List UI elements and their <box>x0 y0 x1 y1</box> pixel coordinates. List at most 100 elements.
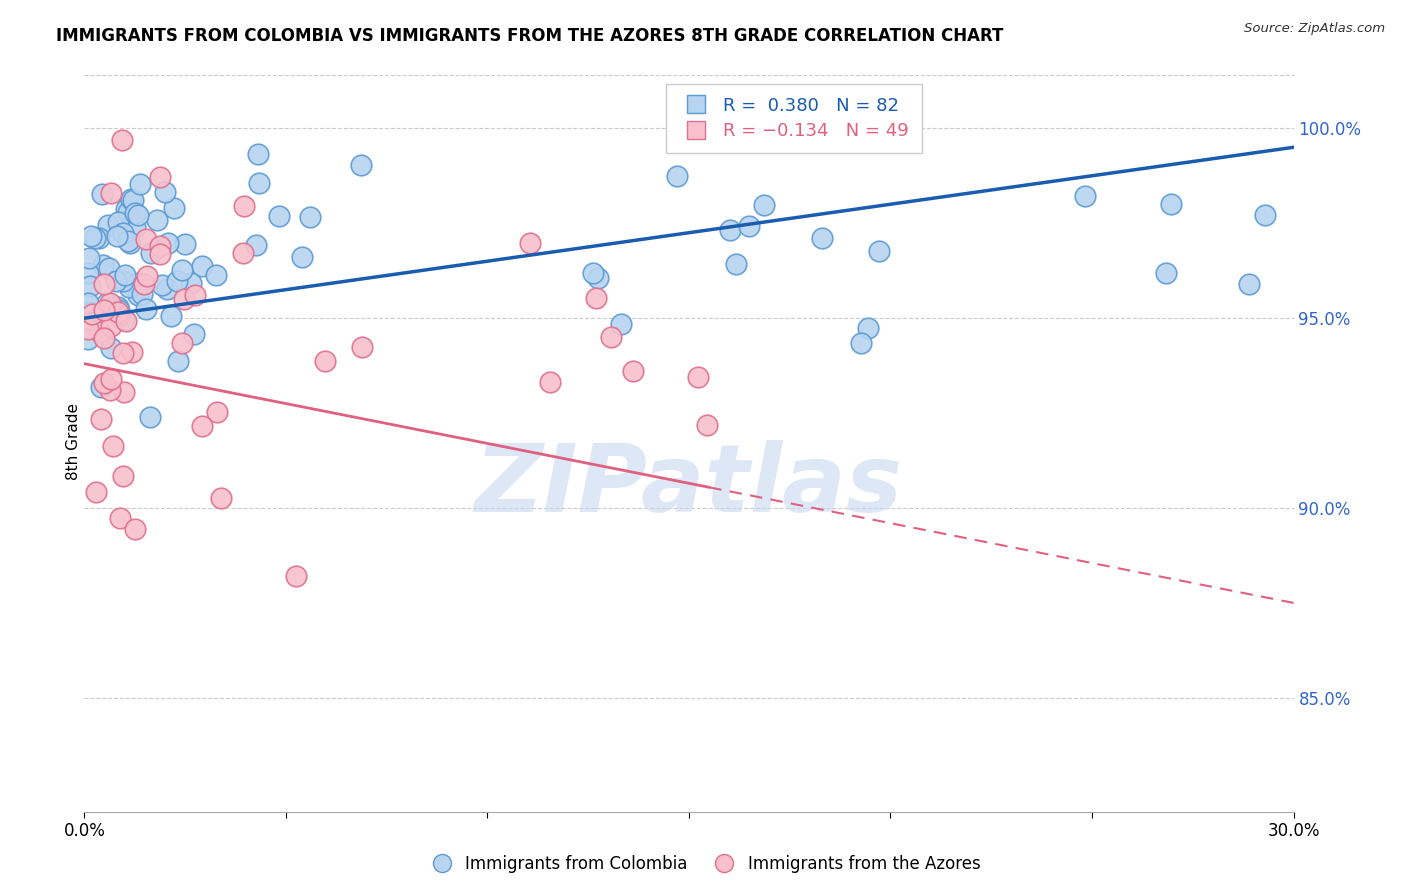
Point <box>100 319 122 334</box>
Y-axis label: 8th Grade: 8th Grade <box>66 403 80 480</box>
Point <box>519 236 541 251</box>
Point <box>166 353 188 368</box>
Point <box>856 321 879 335</box>
Point <box>115 202 138 216</box>
Point <box>127 277 149 291</box>
Point <box>111 133 134 147</box>
Point <box>1154 267 1177 281</box>
Point <box>159 309 181 323</box>
Point <box>247 176 270 190</box>
Point <box>754 198 776 212</box>
Point <box>149 246 172 260</box>
Text: Source: ZipAtlas.com: Source: ZipAtlas.com <box>1244 22 1385 36</box>
Point <box>122 194 145 208</box>
Point <box>90 187 112 202</box>
Point <box>600 330 623 344</box>
Point <box>83 231 105 245</box>
Point <box>110 510 132 524</box>
Point <box>77 332 100 346</box>
Point <box>314 354 336 368</box>
Point <box>610 317 633 331</box>
Point <box>245 237 267 252</box>
Point <box>131 287 153 301</box>
Point <box>100 186 122 201</box>
Point <box>267 209 290 223</box>
Point <box>93 302 115 317</box>
Point <box>79 251 101 265</box>
Point <box>117 235 139 249</box>
Point <box>849 335 872 350</box>
Text: IMMIGRANTS FROM COLOMBIA VS IMMIGRANTS FROM THE AZORES 8TH GRADE CORRELATION CHA: IMMIGRANTS FROM COLOMBIA VS IMMIGRANTS F… <box>56 27 1004 45</box>
Point <box>585 292 607 306</box>
Point <box>80 228 103 243</box>
Point <box>1254 208 1277 222</box>
Point <box>93 259 115 273</box>
Point <box>97 218 120 232</box>
Point <box>101 439 124 453</box>
Point <box>108 310 131 324</box>
Point <box>135 301 157 316</box>
Point <box>120 235 142 250</box>
Point <box>139 245 162 260</box>
Point <box>180 277 202 291</box>
Point <box>132 277 155 291</box>
Point <box>207 405 229 419</box>
Point <box>124 220 146 235</box>
Point <box>111 275 134 289</box>
Point <box>89 325 111 339</box>
Point <box>87 230 110 244</box>
Point <box>129 177 152 191</box>
Point <box>107 228 129 243</box>
Point <box>146 212 169 227</box>
Point <box>118 280 141 294</box>
Point <box>111 346 134 360</box>
Point <box>1160 197 1182 211</box>
Point <box>107 305 129 319</box>
Point <box>77 295 100 310</box>
Point <box>291 250 314 264</box>
Point <box>149 169 172 184</box>
Point <box>107 215 129 229</box>
Point <box>156 282 179 296</box>
Point <box>90 379 112 393</box>
Point <box>84 484 107 499</box>
Point <box>114 268 136 282</box>
Point <box>98 296 121 310</box>
Point <box>696 417 718 432</box>
Point <box>104 274 127 288</box>
Point <box>191 260 214 274</box>
Point <box>172 335 194 350</box>
Point <box>115 314 138 328</box>
Point <box>135 268 157 283</box>
Point <box>725 257 748 271</box>
Point <box>233 198 256 212</box>
Point <box>665 169 688 183</box>
Point <box>100 342 122 356</box>
Point <box>96 295 118 310</box>
Point <box>811 230 834 244</box>
Point <box>1237 277 1260 292</box>
Point <box>117 204 139 219</box>
Point <box>112 226 135 240</box>
Point <box>108 302 131 317</box>
Point <box>111 469 134 483</box>
Point <box>153 185 176 199</box>
Legend: R =  0.380   N = 82, R = −0.134   N = 49: R = 0.380 N = 82, R = −0.134 N = 49 <box>665 84 922 153</box>
Point <box>127 288 149 302</box>
Point <box>166 275 188 289</box>
Point <box>149 238 172 252</box>
Point <box>100 371 122 385</box>
Point <box>163 201 186 215</box>
Point <box>173 292 195 306</box>
Point <box>93 277 115 291</box>
Point <box>688 369 710 384</box>
Point <box>112 313 135 327</box>
Point <box>191 418 214 433</box>
Point <box>738 219 761 234</box>
Point <box>112 385 135 400</box>
Point <box>98 261 121 276</box>
Point <box>299 211 322 225</box>
Point <box>156 235 179 250</box>
Point <box>98 383 121 397</box>
Point <box>80 307 103 321</box>
